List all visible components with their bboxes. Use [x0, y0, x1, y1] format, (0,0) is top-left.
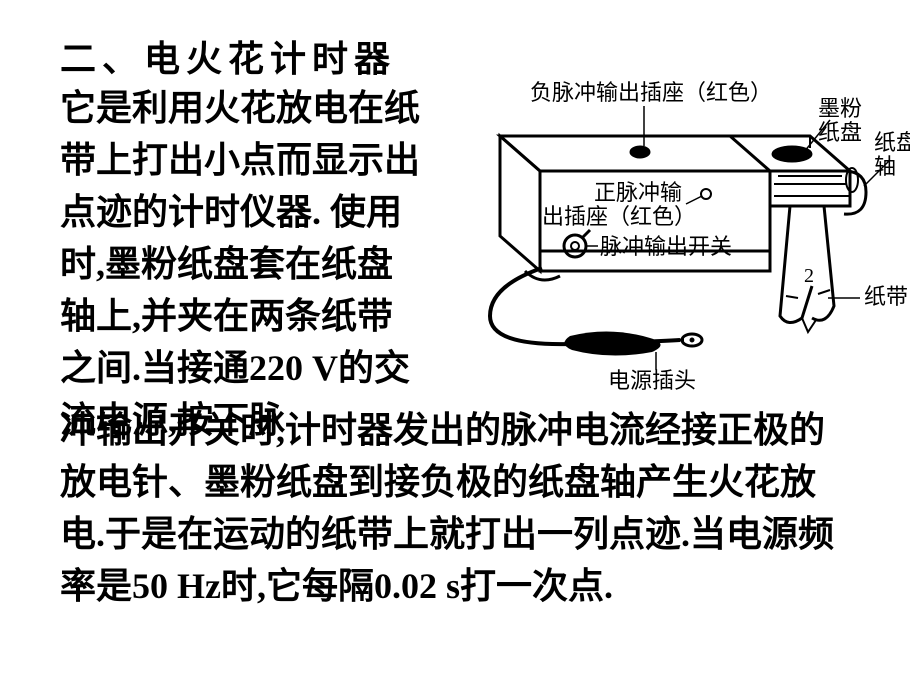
label-pos-pulse-2: 出插座（红色）: [542, 204, 696, 229]
label-plug: 电源插头: [608, 368, 696, 393]
label-toner-disk-1: 墨粉: [818, 96, 862, 121]
paragraph-bottom: 冲输出开关时,计时器发出的脉冲电流经接正极的放电针、墨粉纸盘到接负极的纸盘轴产生…: [60, 404, 860, 612]
label-neg-pulse: 负脉冲输出插座（红色）: [530, 80, 772, 105]
section-title: 二、电火花计时器: [60, 30, 396, 82]
paragraph-top: 它是利用火花放电在纸带上打出小点而显示出点迹的计时仪器. 使用时,墨粉纸盘套在纸…: [60, 82, 420, 446]
page: 二、电火花计时器 它是利用火花放电在纸带上打出小点而显示出点迹的计时仪器. 使用…: [0, 0, 920, 690]
timer-diagram: 负脉冲输出插座（红色） 墨粉 纸盘 纸盘 轴 正脉冲输 出插座（红色） 脉冲输出…: [430, 76, 910, 396]
label-pulse-switch: 脉冲输出开关: [600, 234, 732, 259]
label-tape: 纸带: [864, 284, 908, 309]
label-toner-disk-2: 纸盘: [818, 120, 862, 145]
label-disk-axle-1: 纸盘: [874, 130, 910, 155]
label-num-2: 2: [804, 265, 814, 287]
label-disk-axle-2: 轴: [874, 154, 896, 179]
label-pos-pulse-1: 正脉冲输: [594, 180, 682, 205]
